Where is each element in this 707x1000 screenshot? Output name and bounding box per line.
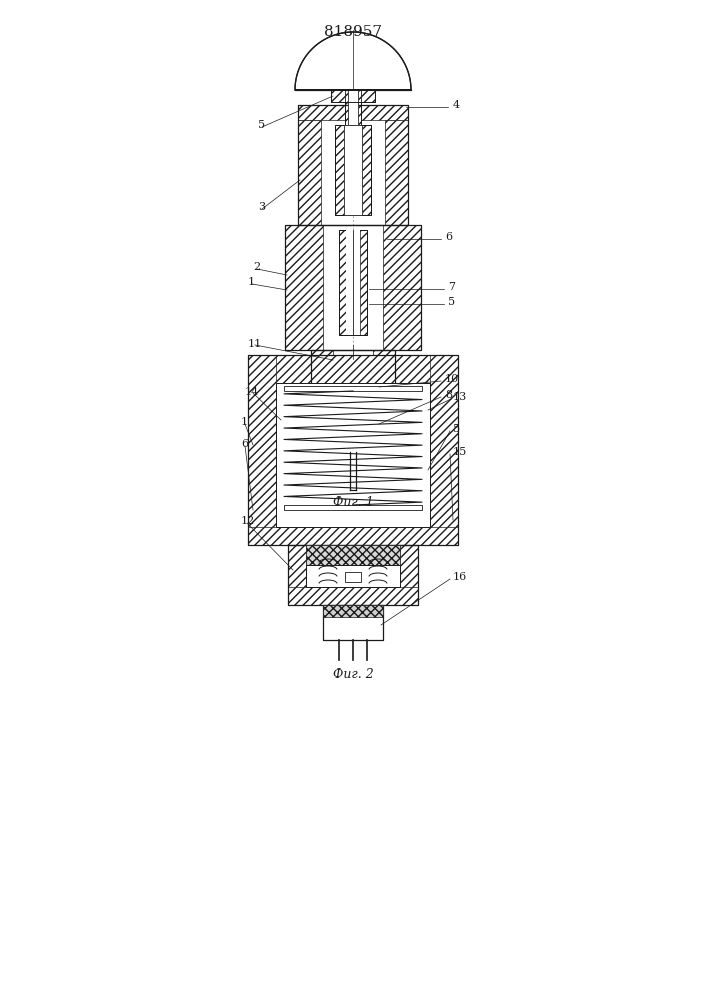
Bar — [323, 440, 383, 452]
Bar — [298, 105, 408, 225]
Text: 10: 10 — [445, 374, 460, 384]
Text: 818957: 818957 — [324, 25, 382, 39]
Bar — [329, 400, 377, 420]
Bar — [345, 572, 361, 582]
Bar — [323, 605, 383, 617]
Bar — [339, 230, 346, 335]
Text: Фиг. 1: Фиг. 1 — [332, 495, 373, 508]
Bar — [383, 225, 421, 350]
Text: 5: 5 — [258, 120, 265, 130]
Bar — [288, 587, 418, 605]
Text: 1: 1 — [241, 417, 248, 427]
Text: 5: 5 — [448, 297, 455, 307]
Bar — [285, 225, 421, 350]
Text: 2: 2 — [253, 262, 260, 272]
Bar — [373, 350, 395, 400]
Bar — [360, 230, 367, 335]
Bar — [311, 350, 333, 400]
Bar — [329, 420, 377, 440]
Text: 1: 1 — [248, 277, 255, 287]
Text: 8: 8 — [445, 390, 452, 400]
Bar — [248, 355, 276, 545]
Polygon shape — [295, 32, 411, 90]
Bar — [335, 125, 344, 215]
Bar — [288, 545, 418, 605]
Bar — [348, 90, 358, 138]
Bar — [306, 565, 400, 587]
Text: 11: 11 — [248, 339, 262, 349]
Bar — [248, 527, 458, 545]
Bar — [358, 90, 361, 138]
Text: 7: 7 — [448, 282, 455, 292]
Bar — [298, 105, 408, 120]
Text: 12: 12 — [241, 516, 255, 526]
Bar — [344, 125, 362, 215]
Bar — [248, 355, 458, 383]
Text: 15: 15 — [453, 447, 467, 457]
Text: 13: 13 — [453, 392, 467, 402]
Text: 16: 16 — [453, 572, 467, 582]
Bar — [362, 125, 371, 215]
Bar — [335, 125, 371, 215]
Bar — [323, 400, 346, 408]
Bar — [345, 90, 361, 138]
Bar — [323, 605, 383, 640]
Text: Фиг. 2: Фиг. 2 — [332, 668, 373, 682]
Bar — [331, 90, 375, 102]
Bar — [276, 383, 430, 527]
Bar — [284, 386, 422, 391]
Bar — [311, 350, 395, 400]
Text: 6: 6 — [445, 232, 452, 242]
Bar — [331, 90, 345, 102]
Bar — [346, 230, 360, 335]
Bar — [385, 120, 408, 225]
Bar — [339, 230, 367, 335]
Bar — [284, 505, 422, 510]
Bar — [323, 440, 383, 452]
Bar — [360, 400, 383, 408]
Text: 14: 14 — [245, 387, 259, 397]
Text: 5: 5 — [453, 424, 460, 434]
Bar — [285, 225, 323, 350]
Text: 3: 3 — [258, 202, 265, 212]
Bar — [400, 545, 418, 605]
Bar — [430, 355, 458, 545]
Bar — [345, 90, 348, 138]
Text: 6: 6 — [241, 439, 248, 449]
Bar — [298, 120, 321, 225]
Bar — [288, 545, 306, 605]
Bar — [361, 90, 375, 102]
Bar — [306, 545, 400, 565]
Text: 4: 4 — [453, 100, 460, 110]
Bar — [248, 355, 458, 545]
